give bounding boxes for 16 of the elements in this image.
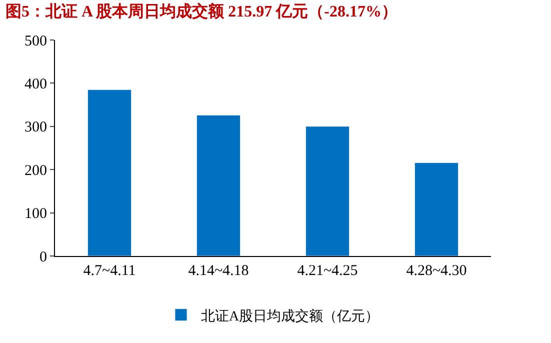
y-tick-label: 400 — [24, 76, 47, 92]
y-tick-label: 300 — [24, 120, 47, 136]
legend-label: 北证A股日均成交额（亿元） — [201, 308, 380, 324]
x-tick-label: 4.7~4.11 — [83, 263, 136, 279]
y-tick-label: 500 — [24, 33, 47, 50]
y-tick-label: 0 — [40, 249, 47, 266]
x-tick-label: 4.21~4.25 — [297, 263, 358, 279]
chart-title: 图5：北证 A 股本周日均成交额 215.97 亿元（-28.17%） — [6, 1, 398, 20]
y-tick-label: 100 — [24, 206, 47, 222]
x-tick-label: 4.14~4.18 — [188, 263, 249, 279]
bar — [196, 114, 241, 256]
bar — [414, 162, 459, 256]
bar — [305, 126, 350, 256]
x-tick-label: 4.28~4.30 — [406, 263, 467, 279]
bar — [87, 89, 132, 256]
y-tick-label: 200 — [24, 162, 47, 179]
